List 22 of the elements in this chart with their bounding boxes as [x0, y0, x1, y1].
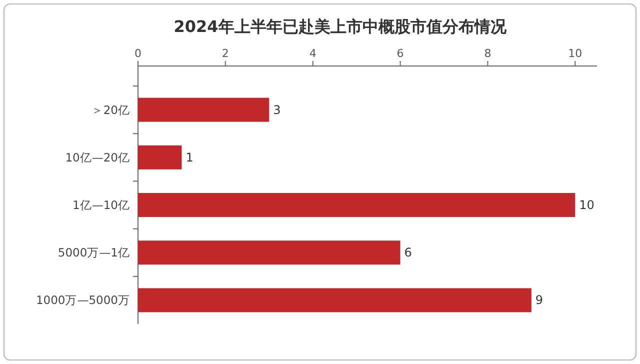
x-tick-label: 8: [484, 47, 492, 60]
y-tick-label: 10亿—20亿: [65, 150, 130, 164]
y-tick-label: 1亿—10亿: [72, 198, 130, 212]
bar: [138, 240, 400, 265]
bar: [138, 193, 576, 217]
data-label: 6: [404, 246, 412, 260]
x-tick-label: 2: [222, 47, 229, 60]
bar: [138, 288, 532, 312]
bar: [138, 145, 182, 170]
x-tick-label: 6: [396, 47, 404, 60]
data-label: 10: [579, 198, 594, 212]
data-label: 9: [535, 293, 544, 308]
x-tick-label: 0: [134, 47, 142, 60]
y-tick-label: ＞20亿: [91, 102, 130, 117]
bar: [138, 98, 270, 122]
x-tick-label: 10: [568, 47, 582, 60]
y-tick-label: 5000万—1亿: [58, 246, 130, 260]
chart-title: 2024年上半年已赴美上市中概股市值分布情况: [174, 17, 508, 36]
data-label: 1: [186, 150, 194, 164]
data-label: 3: [273, 102, 281, 117]
y-tick-label: 1000万—5000万: [36, 293, 130, 308]
x-tick-label: 4: [309, 47, 316, 60]
